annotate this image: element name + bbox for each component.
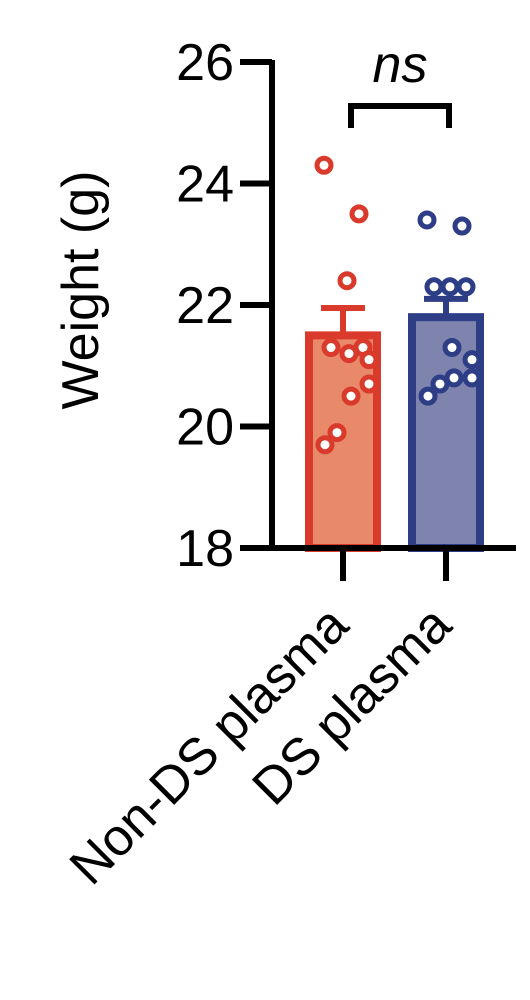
axes-layer [240, 59, 516, 581]
y-tick-label: 24 [176, 156, 234, 214]
data-point [452, 216, 472, 236]
data-point [321, 338, 341, 358]
data-point [359, 350, 379, 370]
data-point [417, 210, 437, 230]
data-point [314, 155, 334, 175]
points-layer [314, 155, 482, 455]
data-point [349, 204, 369, 224]
data-point [341, 386, 361, 406]
data-point [440, 277, 460, 297]
y-tick-label: 22 [176, 277, 234, 335]
data-point [424, 277, 444, 297]
data-point [327, 423, 347, 443]
significance-bracket [348, 103, 452, 128]
data-point [462, 368, 482, 388]
y-tick-label: 26 [176, 34, 234, 92]
data-point [359, 374, 379, 394]
data-point [442, 338, 462, 358]
data-point [430, 374, 450, 394]
data-point [315, 435, 335, 455]
data-point [462, 350, 482, 370]
y-axis-label: Weight (g) [52, 171, 110, 410]
data-point [418, 386, 438, 406]
y-tick-label: 20 [176, 399, 234, 457]
data-point [337, 271, 357, 291]
significance-label: ns [373, 36, 428, 94]
data-point [456, 277, 476, 297]
y-tick-label: 18 [176, 520, 234, 578]
data-point [339, 344, 359, 364]
